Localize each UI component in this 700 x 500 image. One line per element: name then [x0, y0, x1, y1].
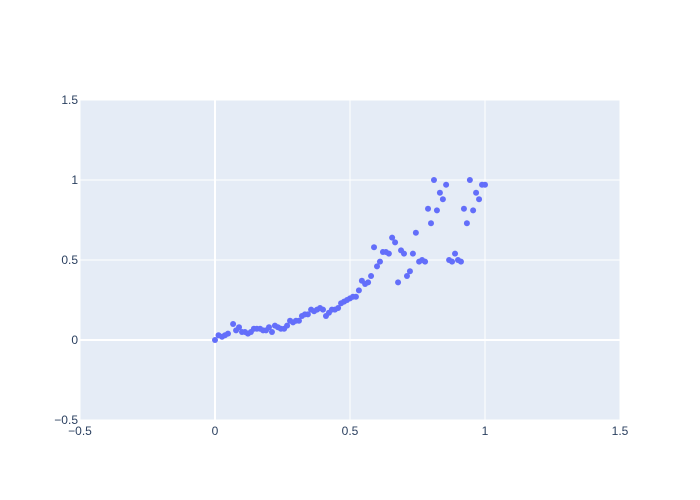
data-point[interactable]: [425, 205, 432, 212]
data-point[interactable]: [376, 258, 383, 265]
data-point[interactable]: [212, 337, 218, 343]
data-point[interactable]: [439, 196, 446, 203]
x-tick-label: 1.5: [612, 424, 629, 438]
data-point[interactable]: [401, 250, 407, 257]
data-point[interactable]: [409, 250, 416, 257]
data-point[interactable]: [406, 268, 413, 275]
data-point[interactable]: [304, 311, 311, 318]
x-tick-label: 0: [212, 424, 219, 438]
y-tick-label: 1: [71, 173, 78, 187]
gridlines: [79, 99, 621, 421]
data-point[interactable]: [371, 244, 378, 251]
data-point[interactable]: [428, 220, 434, 227]
data-point[interactable]: [466, 177, 473, 183]
data-point[interactable]: [482, 181, 488, 188]
data-point[interactable]: [443, 181, 450, 188]
data-point[interactable]: [460, 205, 467, 212]
data-points: [212, 177, 488, 343]
data-point[interactable]: [320, 306, 326, 313]
x-tick-label: 1: [482, 424, 489, 438]
y-axis-ticks: −0.5 0 0.5 1 1.5: [54, 93, 78, 427]
data-point[interactable]: [385, 250, 392, 257]
y-tick-label: 0.5: [61, 253, 78, 267]
data-point[interactable]: [436, 189, 443, 196]
y-tick-label: −0.5: [54, 413, 78, 427]
zero-lines: [80, 100, 620, 420]
data-point[interactable]: [230, 321, 237, 327]
data-point[interactable]: [412, 229, 419, 236]
data-point[interactable]: [352, 293, 359, 300]
data-point[interactable]: [374, 263, 380, 270]
data-point[interactable]: [268, 329, 275, 335]
data-point[interactable]: [473, 189, 480, 196]
x-axis-ticks: −0.5 0 0.5 1 1.5: [68, 424, 629, 438]
data-point[interactable]: [457, 258, 464, 265]
data-point[interactable]: [236, 324, 243, 331]
data-point[interactable]: [452, 250, 459, 257]
data-point[interactable]: [433, 207, 440, 214]
data-point[interactable]: [470, 207, 477, 214]
data-point[interactable]: [403, 273, 410, 279]
y-tick-label: 1.5: [61, 93, 78, 107]
data-point[interactable]: [266, 324, 272, 331]
data-point[interactable]: [224, 330, 231, 337]
data-point[interactable]: [295, 317, 302, 324]
data-point[interactable]: [395, 279, 402, 286]
data-point[interactable]: [476, 196, 483, 203]
data-point[interactable]: [430, 177, 437, 183]
data-point[interactable]: [422, 258, 429, 265]
x-tick-label: 0.5: [342, 424, 359, 438]
y-tick-label: 0: [71, 333, 78, 347]
data-point[interactable]: [335, 305, 342, 311]
data-point[interactable]: [449, 258, 456, 265]
data-point[interactable]: [355, 287, 362, 294]
data-point[interactable]: [284, 322, 291, 329]
data-point[interactable]: [368, 273, 375, 279]
x-tick-label: −0.5: [68, 424, 92, 438]
data-point[interactable]: [389, 234, 396, 241]
data-point[interactable]: [392, 239, 399, 246]
data-point[interactable]: [463, 220, 470, 227]
data-point[interactable]: [365, 279, 372, 286]
